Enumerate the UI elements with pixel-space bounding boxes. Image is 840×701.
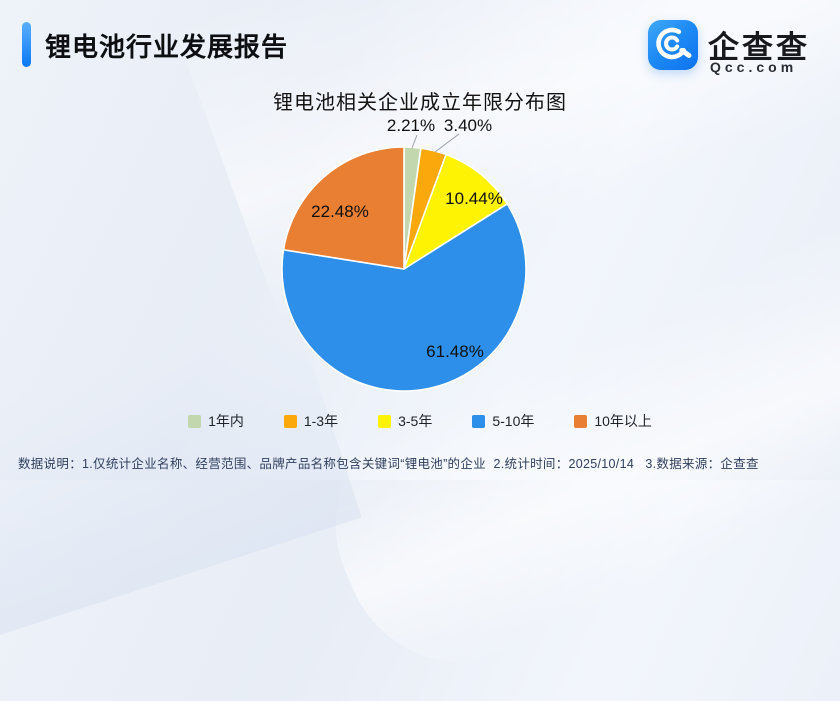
chart-legend: 1年内 1-3年 3-5年 5-10年 10年以上 [0,411,840,431]
pie-slice-4 [282,146,405,270]
legend-label: 10年以上 [594,413,652,429]
pie-slice-3 [281,203,527,392]
pie-label-3-5year: 10.44% [445,189,503,208]
legend-swatch-1year [188,414,202,428]
legend-swatch-10plus [574,414,588,428]
leader-line-1year [411,134,418,149]
legend-item-10plus: 10年以上 [574,411,652,431]
chart-title: 锂电池相关企业成立年限分布图 [273,92,567,114]
legend-label: 5-10年 [492,413,535,429]
pie-slice-2 [403,153,509,270]
legend-item-5-10year: 5-10年 [472,411,534,431]
pie-chart [281,133,527,392]
page-title: 锂电池行业发展报告 [45,32,289,62]
qcc-logo-name: 企查查 [708,30,810,65]
magnifier-c-icon [656,27,692,60]
qcc-logo-icon [648,20,698,70]
qcc-logo-domain: Qcc.com [710,59,798,75]
legend-swatch-3-5year [378,414,392,428]
legend-label: 1年内 [208,413,244,429]
pie-label-1-3year: 3.40% [443,116,493,135]
data-note: 数据说明：1.仅统计企业名称、经营范围、品牌产品名称包含关键词“锂电池”的企业 … [18,457,759,471]
legend-item-1-3year: 1-3年 [283,411,339,431]
title-accent-bar [22,22,31,67]
qcc-logo: 企查查 Qcc.com [648,20,838,80]
legend-item-1year: 1年内 [188,411,244,431]
legend-item-3-5year: 3-5年 [378,411,432,431]
legend-label: 3-5年 [398,413,433,429]
pie-label-1year: 2.21% [386,116,436,135]
leader-line-1-3year [434,133,460,153]
legend-swatch-1-3year [283,414,297,428]
legend-swatch-5-10year [472,414,486,428]
legend-label: 1-3年 [303,413,339,429]
pie-label-5-10year: 61.48% [426,342,484,361]
pie-label-10plus: 22.48% [311,202,369,221]
